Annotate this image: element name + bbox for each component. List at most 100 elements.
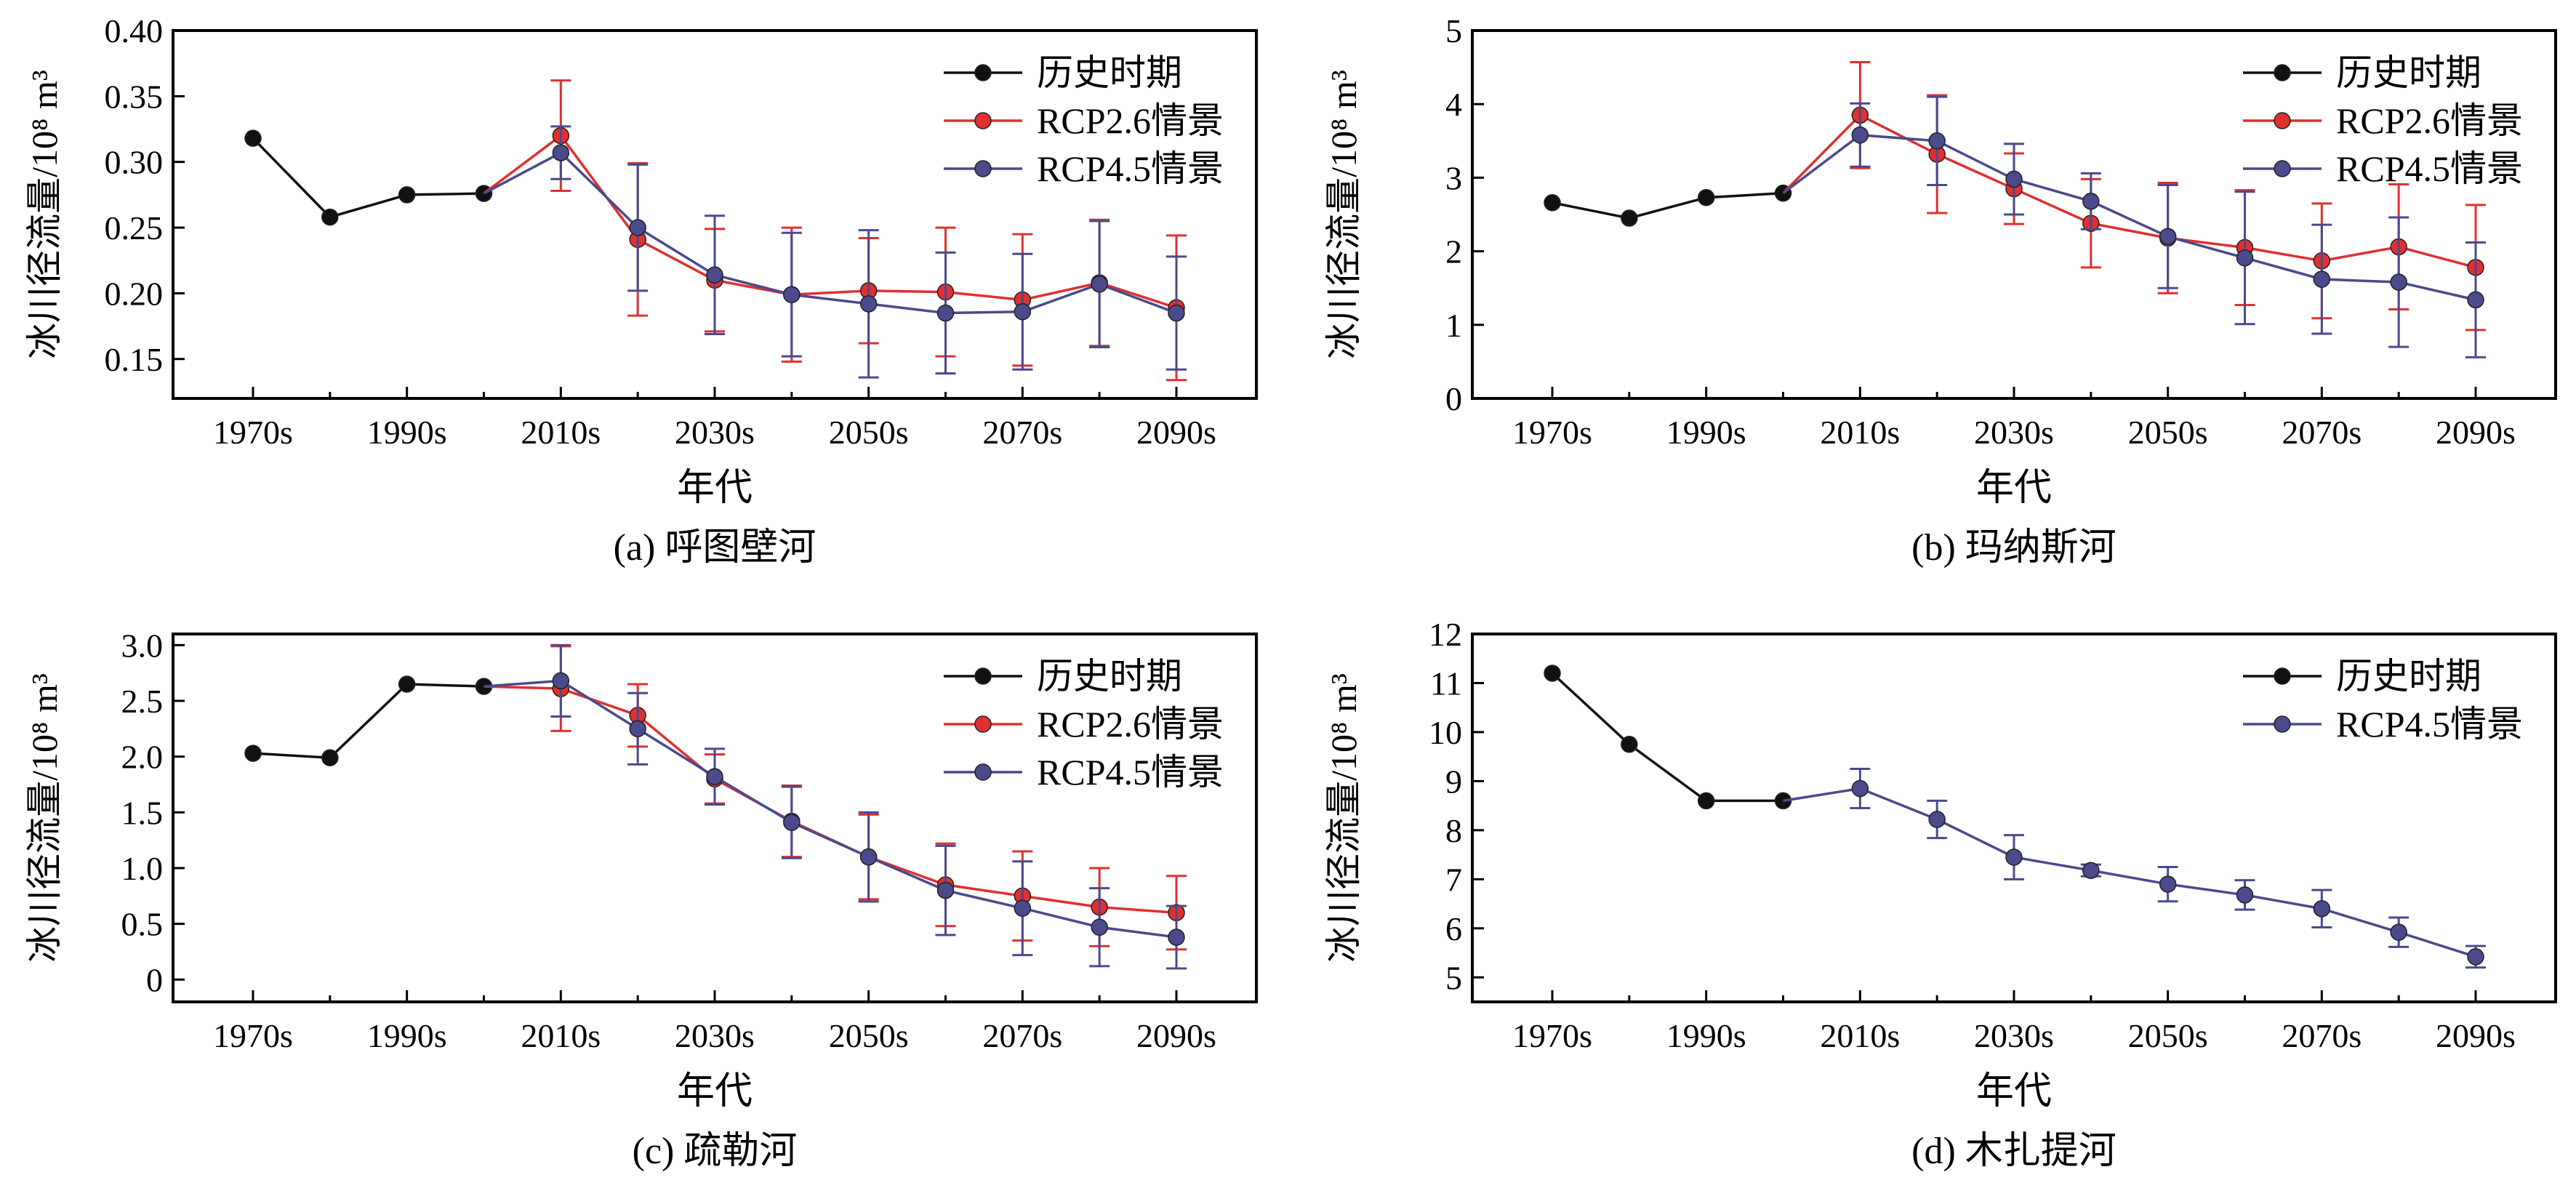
y-axis-label: 冰川径流量/10⁸ m³ <box>1323 673 1364 963</box>
series-line <box>252 137 484 219</box>
chart-panel-d: 5 6 7 8 9 10 11 12 1970s 1990s 2010s 2030s 2050s 2070… <box>1323 616 2557 1172</box>
panel-caption: (a) 呼图壁河 <box>614 527 816 569</box>
data-point <box>1544 665 1561 682</box>
data-point <box>783 814 801 831</box>
legend-label: RCP2.6情景 <box>1037 100 1224 141</box>
x-tick-label: 1990s <box>1666 1017 1746 1054</box>
series-line <box>1783 787 2476 958</box>
data-point <box>1851 126 1869 144</box>
y-tick-label: 9 <box>1445 763 1462 800</box>
data-point <box>1091 276 1108 293</box>
y-tick-label: 5 <box>1445 959 1462 996</box>
x-axis-label: 年代 <box>1976 467 2052 509</box>
data-point <box>321 208 339 226</box>
x-tick-label: 2030s <box>675 414 755 451</box>
y-tick-label: 0.20 <box>105 275 164 312</box>
x-tick-label: 2030s <box>1974 414 2054 451</box>
data-point <box>398 186 416 204</box>
series-line <box>483 134 1177 309</box>
x-tick-label: 1970s <box>213 414 293 451</box>
series-2 <box>483 643 1187 970</box>
data-point <box>629 720 646 738</box>
series-0 <box>244 675 493 766</box>
y-tick-label: 12 <box>1429 616 1462 653</box>
x-tick-label: 2010s <box>521 1017 601 1054</box>
data-point <box>2005 170 2023 188</box>
data-point <box>2005 848 2023 866</box>
series-2 <box>1782 95 2486 358</box>
y-tick-label: 0.25 <box>105 209 164 246</box>
x-tick-label: 1970s <box>1512 414 1592 451</box>
x-tick-label: 2010s <box>521 414 601 451</box>
legend-label: 历史时期 <box>1037 656 1182 697</box>
data-point <box>1928 132 1946 150</box>
data-point <box>2313 270 2331 288</box>
data-point <box>2236 886 2254 904</box>
y-tick-label: 10 <box>1429 714 1462 751</box>
legend-marker <box>974 667 992 685</box>
y-tick-label: 6 <box>1445 910 1462 947</box>
legend: 历史时期 RCP2.6情景 RCP4.5情景 <box>944 656 1224 792</box>
series-2 <box>483 125 1187 379</box>
x-tick-label: 2050s <box>2128 414 2208 451</box>
x-tick-label: 2070s <box>982 1017 1062 1054</box>
legend: 历史时期 RCP4.5情景 <box>2243 656 2523 745</box>
x-tick-label: 2070s <box>2282 414 2362 451</box>
data-point <box>1168 928 1185 946</box>
y-axis-label: 冰川径流量/10⁸ m³ <box>24 70 65 359</box>
y-tick-label: 2.5 <box>121 683 164 720</box>
data-point <box>2313 900 2331 918</box>
data-point <box>2159 228 2177 246</box>
y-tick-label: 2.0 <box>121 739 164 776</box>
legend-marker <box>2274 667 2291 685</box>
data-point <box>859 848 878 866</box>
legend-marker <box>974 112 992 129</box>
data-point <box>936 304 955 322</box>
data-point <box>1014 302 1032 321</box>
data-point <box>2390 923 2407 941</box>
y-tick-label: 0.30 <box>105 144 164 181</box>
x-tick-label: 2090s <box>1136 414 1216 451</box>
data-point <box>1621 209 1638 227</box>
legend-label: 历史时期 <box>2336 656 2481 697</box>
legend-label: RCP2.6情景 <box>1037 704 1224 745</box>
data-point <box>783 286 801 303</box>
y-tick-label: 0 <box>146 961 163 998</box>
y-tick-label: 5 <box>1445 12 1462 49</box>
data-point <box>1697 792 1715 810</box>
x-tick-label: 2090s <box>2436 414 2516 451</box>
x-tick-label: 2070s <box>2282 1017 2362 1054</box>
legend-marker <box>2274 112 2291 129</box>
data-point <box>936 881 955 899</box>
legend-marker <box>2274 715 2291 733</box>
data-point <box>2390 273 2407 291</box>
x-axis-label: 年代 <box>677 467 753 509</box>
y-tick-label: 0.15 <box>105 341 164 378</box>
data-point <box>1697 188 1715 206</box>
data-point <box>1014 899 1032 917</box>
series-1 <box>1783 768 2486 969</box>
data-point <box>1928 811 1946 828</box>
data-point <box>629 219 646 236</box>
y-tick-label: 0.40 <box>105 12 164 49</box>
x-axis-label: 年代 <box>677 1071 753 1112</box>
y-tick-label: 0.5 <box>121 906 164 943</box>
data-point <box>398 675 416 693</box>
x-tick-label: 1970s <box>1512 1017 1592 1054</box>
x-tick-label: 2030s <box>675 1017 755 1054</box>
x-tick-label: 1990s <box>367 414 447 451</box>
y-tick-label: 8 <box>1445 812 1462 849</box>
data-point <box>1168 304 1185 322</box>
x-tick-label: 2010s <box>1820 1017 1900 1054</box>
data-point <box>552 144 570 161</box>
data-point <box>2159 875 2177 893</box>
series-line <box>252 683 484 759</box>
chart-panel-a: 0.15 0.20 0.25 0.30 0.35 0.40 1970s 1990s 2010s 2… <box>24 12 1258 569</box>
data-point <box>2236 249 2254 267</box>
x-tick-label: 2090s <box>1136 1017 1216 1054</box>
data-point <box>1851 779 1869 798</box>
series-line <box>1782 133 2476 302</box>
data-point <box>1544 194 1561 212</box>
data-point <box>552 672 570 690</box>
